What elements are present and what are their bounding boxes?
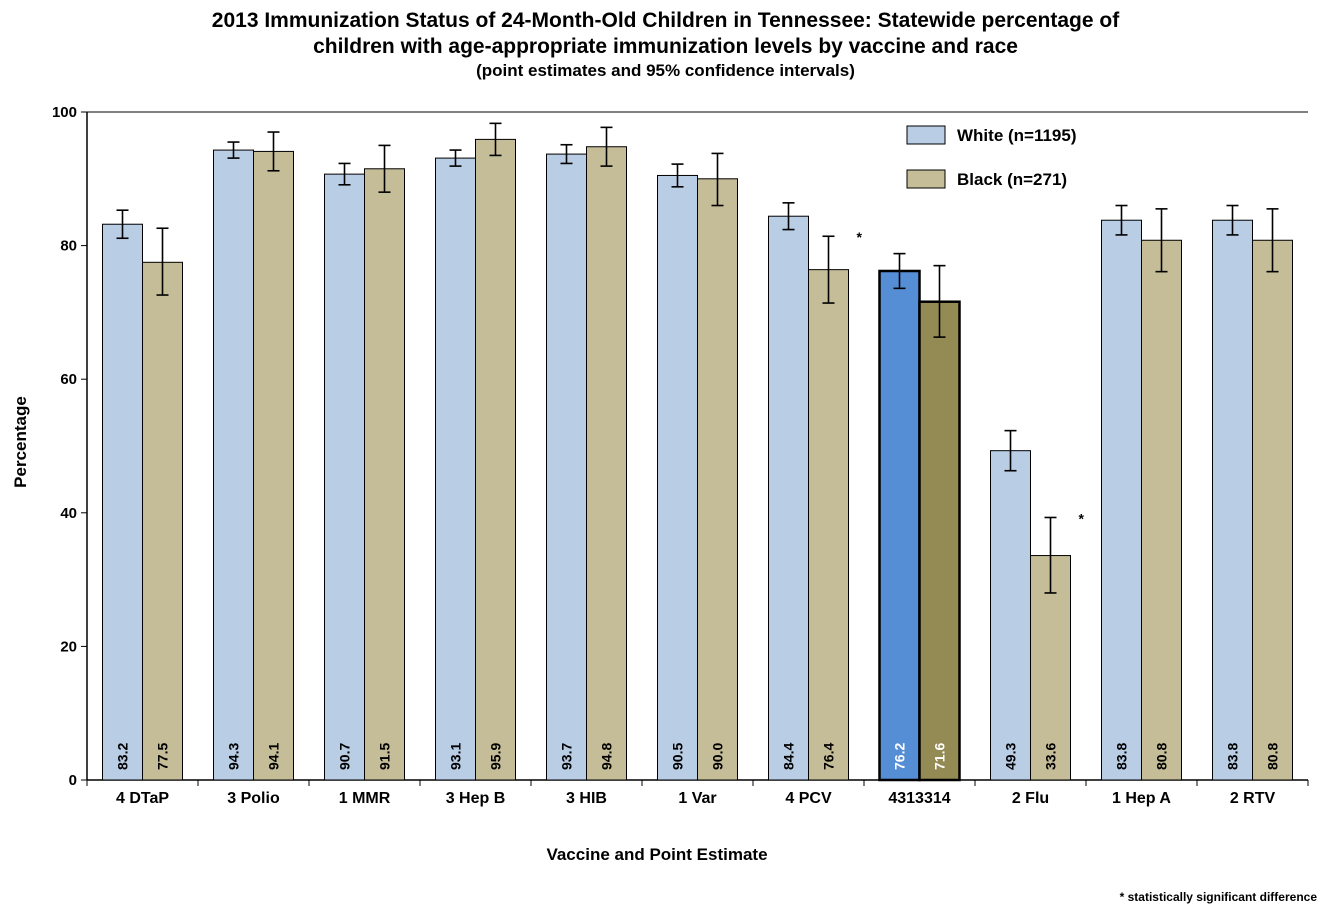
value-label: 93.7 [559, 743, 575, 770]
y-tick-label: 40 [60, 505, 77, 522]
bar-black [1141, 239, 1182, 781]
bar-black [364, 168, 405, 781]
value-label: 93.1 [448, 743, 464, 770]
bar-white [435, 157, 476, 781]
bar-black [697, 178, 738, 781]
value-label: 90.5 [670, 743, 686, 770]
category-label: 3 Hep B [446, 790, 506, 807]
legend-label-black: Black (n=271) [957, 170, 1067, 189]
footnote-significance: * statistically significant difference [1119, 890, 1317, 904]
bar-black [253, 150, 294, 781]
value-label: 71.6 [932, 743, 948, 770]
y-tick-label: 80 [60, 238, 77, 255]
bar-white [768, 215, 809, 781]
bar-white [102, 223, 143, 781]
bar-white [878, 269, 921, 782]
bar-white [1212, 219, 1253, 781]
value-label: 94.8 [599, 743, 615, 770]
chart-title-block: 2013 Immunization Status of 24-Month-Old… [0, 8, 1331, 82]
value-label: 76.4 [821, 743, 837, 770]
category-label: 3 HIB [566, 790, 607, 807]
value-label: 90.0 [710, 743, 726, 770]
y-tick-label: 100 [52, 104, 77, 121]
y-tick-label: 20 [60, 638, 77, 655]
value-label: 33.6 [1043, 743, 1059, 770]
bar-black [475, 138, 516, 781]
bar-black [586, 146, 627, 781]
value-label: 95.9 [488, 743, 504, 770]
significance-asterisk: * [857, 229, 863, 245]
value-label: 94.1 [266, 743, 282, 770]
chart-title-line-1: 2013 Immunization Status of 24-Month-Old… [211, 9, 1120, 32]
category-label: 3 Polio [227, 790, 280, 807]
legend-swatch-white [906, 125, 946, 145]
value-label: 94.3 [226, 743, 242, 770]
bar-black [918, 300, 961, 782]
y-tick-label: 60 [60, 371, 77, 388]
bar-white [1101, 219, 1142, 781]
value-label: 83.8 [1114, 743, 1130, 770]
value-label: 76.2 [892, 743, 908, 770]
value-label: 80.8 [1154, 743, 1170, 770]
plot-area: 0 20 40 60 80 100 4 DTaP 83.2 77.5 3 Polio 94.3 94.… [52, 104, 1309, 807]
value-label: 91.5 [377, 743, 393, 770]
value-label: 84.4 [781, 743, 797, 770]
y-axis-title: Percentage [11, 396, 30, 488]
chart-title-line-2: children with age-appropriate immunizati… [313, 35, 1018, 58]
value-label: 77.5 [155, 743, 171, 770]
bar-black [142, 261, 183, 781]
y-tick-label: 0 [69, 772, 77, 789]
bar-white [324, 173, 365, 781]
category-label: 4 DTaP [116, 790, 169, 807]
category-label: 2 Flu [1012, 790, 1049, 807]
legend: White (n=1195) Black (n=271) [906, 125, 1077, 189]
bar-black [1252, 239, 1293, 781]
bar-white [657, 174, 698, 781]
value-label: 83.8 [1225, 743, 1241, 770]
legend-label-white: White (n=1195) [957, 126, 1077, 145]
value-label: 80.8 [1265, 743, 1281, 770]
bar-black [808, 269, 849, 781]
category-label: 4 PCV [785, 790, 832, 807]
value-label: 49.3 [1003, 743, 1019, 770]
category-label: 2 RTV [1230, 790, 1276, 807]
bar-white [990, 450, 1031, 781]
bar-white [546, 153, 587, 781]
category-label: 1 Hep A [1112, 790, 1171, 807]
value-label: 90.7 [337, 743, 353, 770]
value-label: 83.2 [115, 743, 131, 770]
chart-subtitle: (point estimates and 95% confidence inte… [476, 61, 855, 80]
significance-asterisk: * [1079, 510, 1085, 526]
legend-swatch-black [906, 169, 946, 189]
category-label: 1 MMR [339, 790, 391, 807]
category-label: 1 Var [678, 790, 716, 807]
category-label: 4313314 [888, 790, 950, 807]
bar-white [213, 149, 254, 781]
x-axis-title: Vaccine and Point Estimate [546, 845, 767, 864]
